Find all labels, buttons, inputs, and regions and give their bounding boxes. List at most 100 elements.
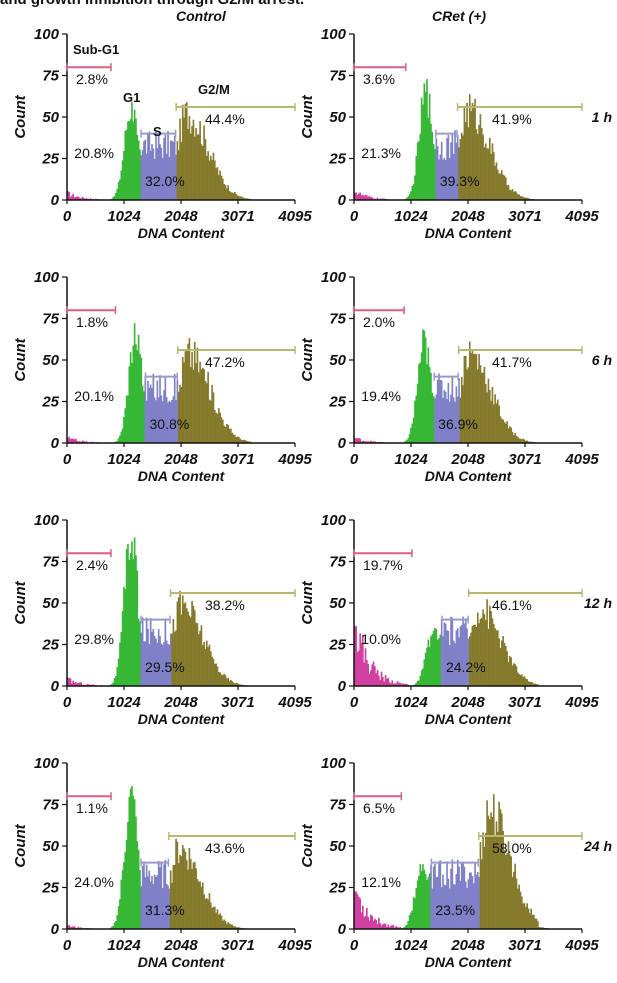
histogram-bin-g2m: [468, 341, 471, 443]
histogram-bin-g1: [113, 196, 116, 200]
histogram-bin-s: [169, 140, 172, 200]
histogram-bin-g2m: [208, 644, 211, 686]
x-tick-label: 0: [63, 694, 72, 711]
histogram-bin-g1: [127, 121, 129, 200]
histogram-bin-subg1: [396, 681, 399, 686]
histogram-bin-g2m: [201, 882, 204, 929]
histogram-bin-g1: [414, 400, 416, 443]
subg1-percentage: 1.8%: [76, 314, 108, 330]
histogram-bin-g2m: [499, 809, 502, 929]
histogram-bin-s: [467, 638, 470, 686]
s-phase-percentage: 23.5%: [435, 902, 475, 918]
histogram-bin-s: [466, 628, 468, 686]
histogram-bin-g2m: [492, 794, 495, 929]
histogram-bin-s: [435, 394, 438, 443]
histogram-bin-g2m: [193, 341, 196, 443]
histogram-bin-subg1: [374, 666, 376, 686]
histogram-bin-g2m: [484, 620, 487, 686]
histogram-bin-s: [450, 142, 452, 200]
histogram-bin-g1: [116, 189, 119, 200]
histogram-bin-g2m: [498, 173, 500, 200]
column-header-cret: CRet (+): [432, 8, 487, 24]
histogram-bin-subg1: [390, 925, 392, 929]
histogram-bin-s: [451, 375, 454, 443]
histogram-bin-subg1: [362, 634, 364, 686]
histogram-bin-g2m: [474, 98, 476, 200]
histogram-bin-g2m: [179, 118, 181, 200]
histogram-bin-g2m: [238, 684, 240, 686]
histogram-bin-g2m: [484, 384, 487, 443]
histogram-bin-g1: [428, 646, 431, 686]
histogram-bin-g2m: [228, 923, 231, 929]
histogram-bin-g2m: [504, 855, 507, 929]
histogram-bin-s: [143, 641, 145, 686]
histogram-bin-s: [450, 868, 452, 929]
histogram-bin-g1: [434, 627, 436, 686]
histogram-bin-s: [463, 866, 466, 929]
histogram-bin-subg1: [362, 194, 364, 200]
histogram-bin-g2m: [204, 898, 207, 929]
histogram-bin-g1: [132, 345, 135, 443]
histogram-bin-g2m: [470, 111, 472, 200]
histogram-bin-g2m: [503, 175, 506, 200]
histogram-bin-g1: [404, 440, 407, 443]
x-tick-label: 4095: [277, 208, 312, 225]
histogram-bin-g2m: [217, 408, 220, 443]
histogram-bin-g1: [115, 676, 117, 686]
g2m-percentage: 41.9%: [492, 111, 532, 127]
histogram-bin-subg1: [363, 440, 365, 443]
histogram-bin-s: [151, 388, 153, 443]
histogram-bin-g1: [404, 925, 407, 929]
histogram-bin-g1: [422, 864, 424, 929]
histogram-bin-g2m: [500, 813, 503, 929]
histogram-bin-g1: [141, 385, 144, 443]
histogram-bin-s: [456, 628, 459, 686]
y-axis-label: Count: [299, 580, 316, 624]
x-tick-label: 1024: [394, 208, 428, 225]
histogram-bin-g2m: [211, 656, 213, 686]
histogram-bin-s: [157, 860, 160, 929]
histogram-bin-g2m: [177, 597, 180, 686]
histogram-bin-g2m: [525, 678, 527, 686]
histogram-bin-s: [467, 879, 470, 929]
histogram-bin-g2m: [517, 888, 519, 929]
x-tick-label: 3071: [508, 694, 541, 711]
subg1-percentage: 6.5%: [363, 800, 395, 816]
histogram-bin-g2m: [483, 147, 486, 200]
histogram-bin-g1: [129, 788, 132, 929]
histogram-bin-g2m: [207, 899, 209, 929]
histogram-bin-s: [153, 636, 156, 686]
histogram-bin-subg1: [355, 626, 357, 686]
y-tick-label: 0: [338, 435, 347, 452]
histogram-bin-subg1: [69, 678, 72, 686]
histogram-bin-g2m: [247, 441, 250, 443]
histogram-bin-g2m: [180, 856, 183, 929]
histogram-bin-g1: [132, 559, 135, 686]
histogram-bin-s: [435, 877, 438, 929]
histogram-bin-g1: [431, 392, 434, 443]
histogram-bin-g2m: [187, 129, 189, 200]
histogram-bin-s: [448, 644, 451, 686]
subg1-percentage: 2.8%: [76, 71, 108, 87]
column-header-control: Control: [176, 8, 226, 24]
histogram-bin-s: [451, 617, 454, 686]
histogram-bin-g1: [120, 431, 123, 443]
histogram-bin-subg1: [81, 440, 84, 443]
histogram-bin-g1: [412, 897, 415, 929]
histogram-bin-s: [438, 861, 440, 929]
histogram-bin-g2m: [201, 145, 204, 200]
histogram-bin-subg1: [73, 197, 76, 200]
histogram-bin-subg1: [364, 915, 367, 929]
histogram-bin-g2m: [511, 665, 514, 686]
y-tick-label: 0: [51, 192, 60, 209]
histogram-bin-g2m: [521, 439, 523, 443]
histogram-bin-s: [440, 141, 443, 200]
histogram-bin-subg1: [87, 683, 89, 686]
histogram-bin-subg1: [67, 677, 69, 686]
histogram-bin-g2m: [222, 920, 224, 929]
histogram-bin-g2m: [486, 800, 488, 929]
histogram-bin-g2m: [203, 894, 205, 929]
histogram-bin-g1: [418, 680, 420, 686]
histogram-bin-g2m: [199, 361, 201, 443]
histogram-bin-g2m: [196, 134, 199, 200]
